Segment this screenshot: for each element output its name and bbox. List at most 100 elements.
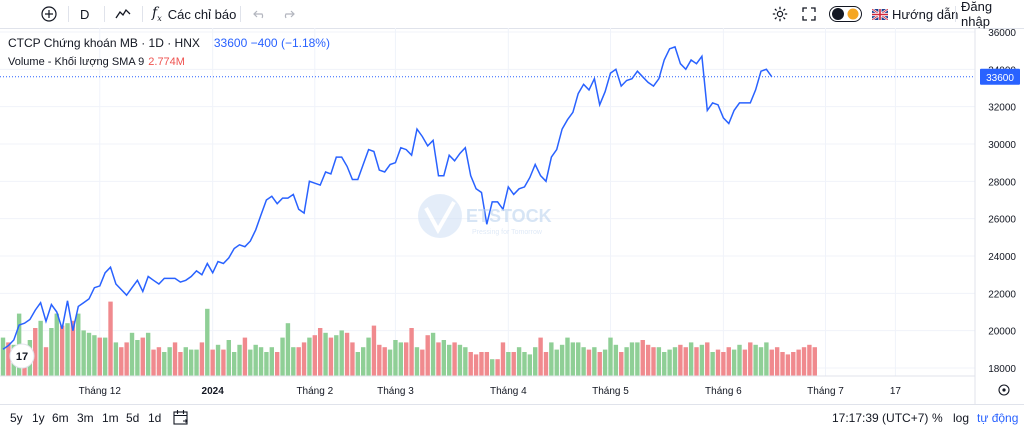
price-line [2,45,773,350]
range-5y-button[interactable]: 5y [10,411,23,425]
volume-bar [328,337,334,376]
range-3m-button[interactable]: 3m [77,411,94,425]
volume-bar [296,347,301,376]
volume-bar [312,335,318,376]
redo-icon [280,6,296,22]
volume-bar [285,323,291,376]
volume-bar [764,342,769,376]
gear-icon [771,5,789,23]
fullscreen-button[interactable] [801,0,817,28]
volume-bar [404,342,409,376]
volume-bar [226,340,231,376]
login-button[interactable]: Đăng nhập [961,0,1024,29]
volume-bar [602,349,608,376]
volume-bar [463,347,468,376]
volume-bar [500,342,506,376]
volume-bar [199,342,205,376]
interval-button[interactable]: D [80,0,89,28]
range-1y-button[interactable]: 1y [32,411,45,425]
range-6m-button[interactable]: 6m [52,411,69,425]
line-chart-icon [114,5,132,23]
volume-bar [769,349,774,376]
undo-button[interactable] [252,0,268,28]
price-chart[interactable]: 18000 20000 22000 24000 26000 28000 30000 32000… [0,28,1024,404]
volume-bar [774,347,780,376]
volume-bar [801,347,807,376]
volume-bar [425,335,430,376]
volume-legend[interactable]: Volume - Khối lượng SMA 9 2.774M [8,56,185,68]
volume-bar [549,342,554,376]
last-price-label: 33600 [980,68,1020,85]
volume-bar [597,352,602,376]
volume-bar [172,342,178,376]
volume-bar [398,342,404,376]
interval-label: D [80,6,90,22]
volume-bar [726,347,731,376]
x-tick-label: 2024 [202,386,225,397]
volume-bar [334,335,339,376]
volume-bar [538,337,543,376]
tradingview-logo-icon[interactable]: 17 [9,343,35,369]
volume-bar [81,330,86,376]
range-1d-button[interactable]: 1d [148,411,162,425]
top-toolbar: D fx Các chỉ báo [0,0,1024,29]
symbol-legend[interactable]: CTCP Chứng khoán MB · 1D · HNX 33600 −400… [8,36,330,50]
y-tick-label: 26000 [988,215,1016,226]
guide-button[interactable]: Hướng dẫn [872,0,958,28]
theme-toggle[interactable] [829,0,863,28]
volume-bar [441,340,447,376]
range-1m-button[interactable]: 1m [102,411,119,425]
volume-bar [468,352,473,376]
volume-bar [344,332,350,376]
volume-bar [699,344,705,376]
volume-bar [54,313,59,376]
volume-legend-value: 2.774M [148,56,185,68]
chart-type-button[interactable] [114,0,132,28]
volume-bar [635,342,640,376]
volume-bar [167,347,172,376]
clock-time[interactable]: 17:17:39 (UTC+7) [832,411,929,425]
settings-button[interactable] [771,0,789,28]
volume-bar [70,320,76,376]
axis-settings-icon[interactable] [998,384,1010,396]
volume-bar [640,340,645,376]
log-toggle[interactable]: log [953,411,970,425]
vietstock-watermark: ETSTOCK Pressing for Tomorrow [416,190,566,251]
range-5d-button[interactable]: 5d [126,411,140,425]
volume-bar [619,352,624,376]
volume-bar [807,344,812,376]
volume-bars [0,301,817,376]
volume-bar [205,308,210,376]
percent-toggle[interactable]: % [932,411,943,425]
redo-button[interactable] [280,0,296,28]
x-tick-label: Tháng 7 [807,386,844,397]
y-tick-label: 24000 [988,252,1016,263]
price-axis[interactable]: 18000 20000 22000 24000 26000 28000 30000 32000… [9,28,1020,404]
volume-bar [791,352,796,376]
volume-bar [210,349,215,376]
add-symbol-button[interactable] [40,0,58,28]
volume-bar [221,349,226,376]
toolbar-divider [142,6,143,22]
volume-bar [624,347,629,376]
goto-date-button[interactable] [172,408,190,429]
volume-bar [135,340,140,376]
volume-bar [479,352,484,376]
y-tick-label: 32000 [988,103,1016,114]
time-axis[interactable]: Tháng 12 2024 Tháng 2 Tháng 3 Tháng 4 Tháng 5… [0,375,1010,397]
volume-bar [360,347,366,376]
volume-bar [554,349,559,376]
volume-bar [586,349,592,376]
auto-scale-toggle[interactable]: tự động [977,411,1019,425]
volume-bar [592,347,597,376]
indicators-button[interactable]: fx Các chỉ báo [152,0,236,28]
volume-bar [527,354,533,376]
volume-bar [667,349,672,376]
volume-bar [119,347,124,376]
volume-bar [253,344,258,376]
volume-bar [274,352,280,376]
volume-bar [452,342,457,376]
toolbar-divider [68,6,69,22]
volume-bar [645,344,651,376]
volume-bar [511,352,516,376]
